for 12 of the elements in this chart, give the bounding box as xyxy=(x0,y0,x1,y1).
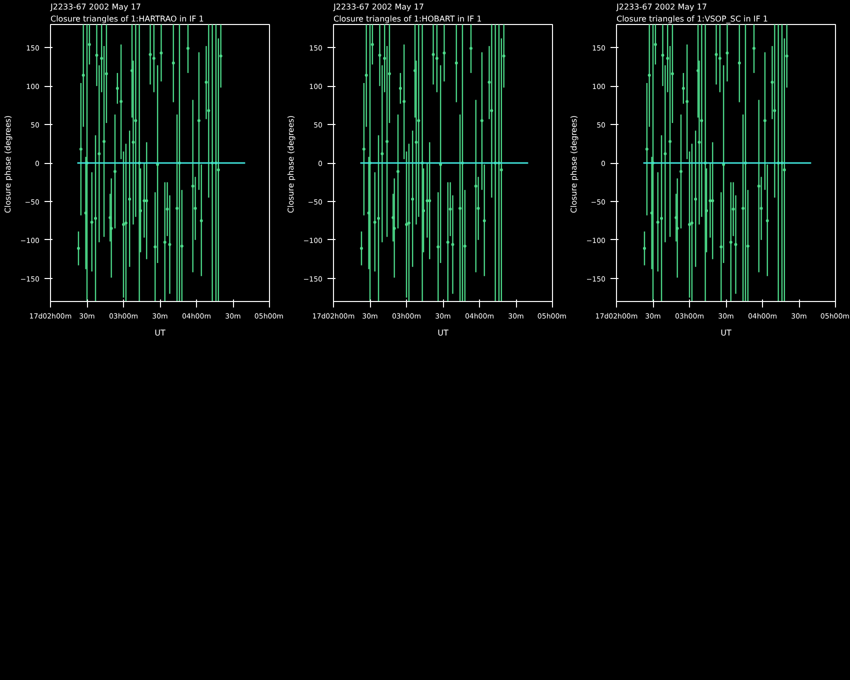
x-axis-title: UT xyxy=(720,328,732,338)
chart-subtitle: Closure triangles of 1:HOBART in IF 1 xyxy=(334,14,482,24)
x-axis-title: UT xyxy=(154,328,166,338)
chart-title: J2233-67 2002 May 17 xyxy=(616,2,707,12)
y-axis-title: Closure phase (degrees) xyxy=(3,115,12,214)
chart-title: J2233-67 2002 May 17 xyxy=(332,2,424,12)
chart-subtitle: Closure triangles of 1:HARTRAO in IF 1 xyxy=(50,14,204,24)
y-axis-title: Closure phase (degrees) xyxy=(286,115,296,214)
chart-title: J2233-67 2002 May 17 xyxy=(50,2,141,12)
y-axis-title: Closure phase (degrees) xyxy=(569,115,578,214)
chart-subtitle: Closure triangles of 1:VSOP_SC in IF 1 xyxy=(616,14,768,24)
x-axis-title: UT xyxy=(438,328,448,338)
